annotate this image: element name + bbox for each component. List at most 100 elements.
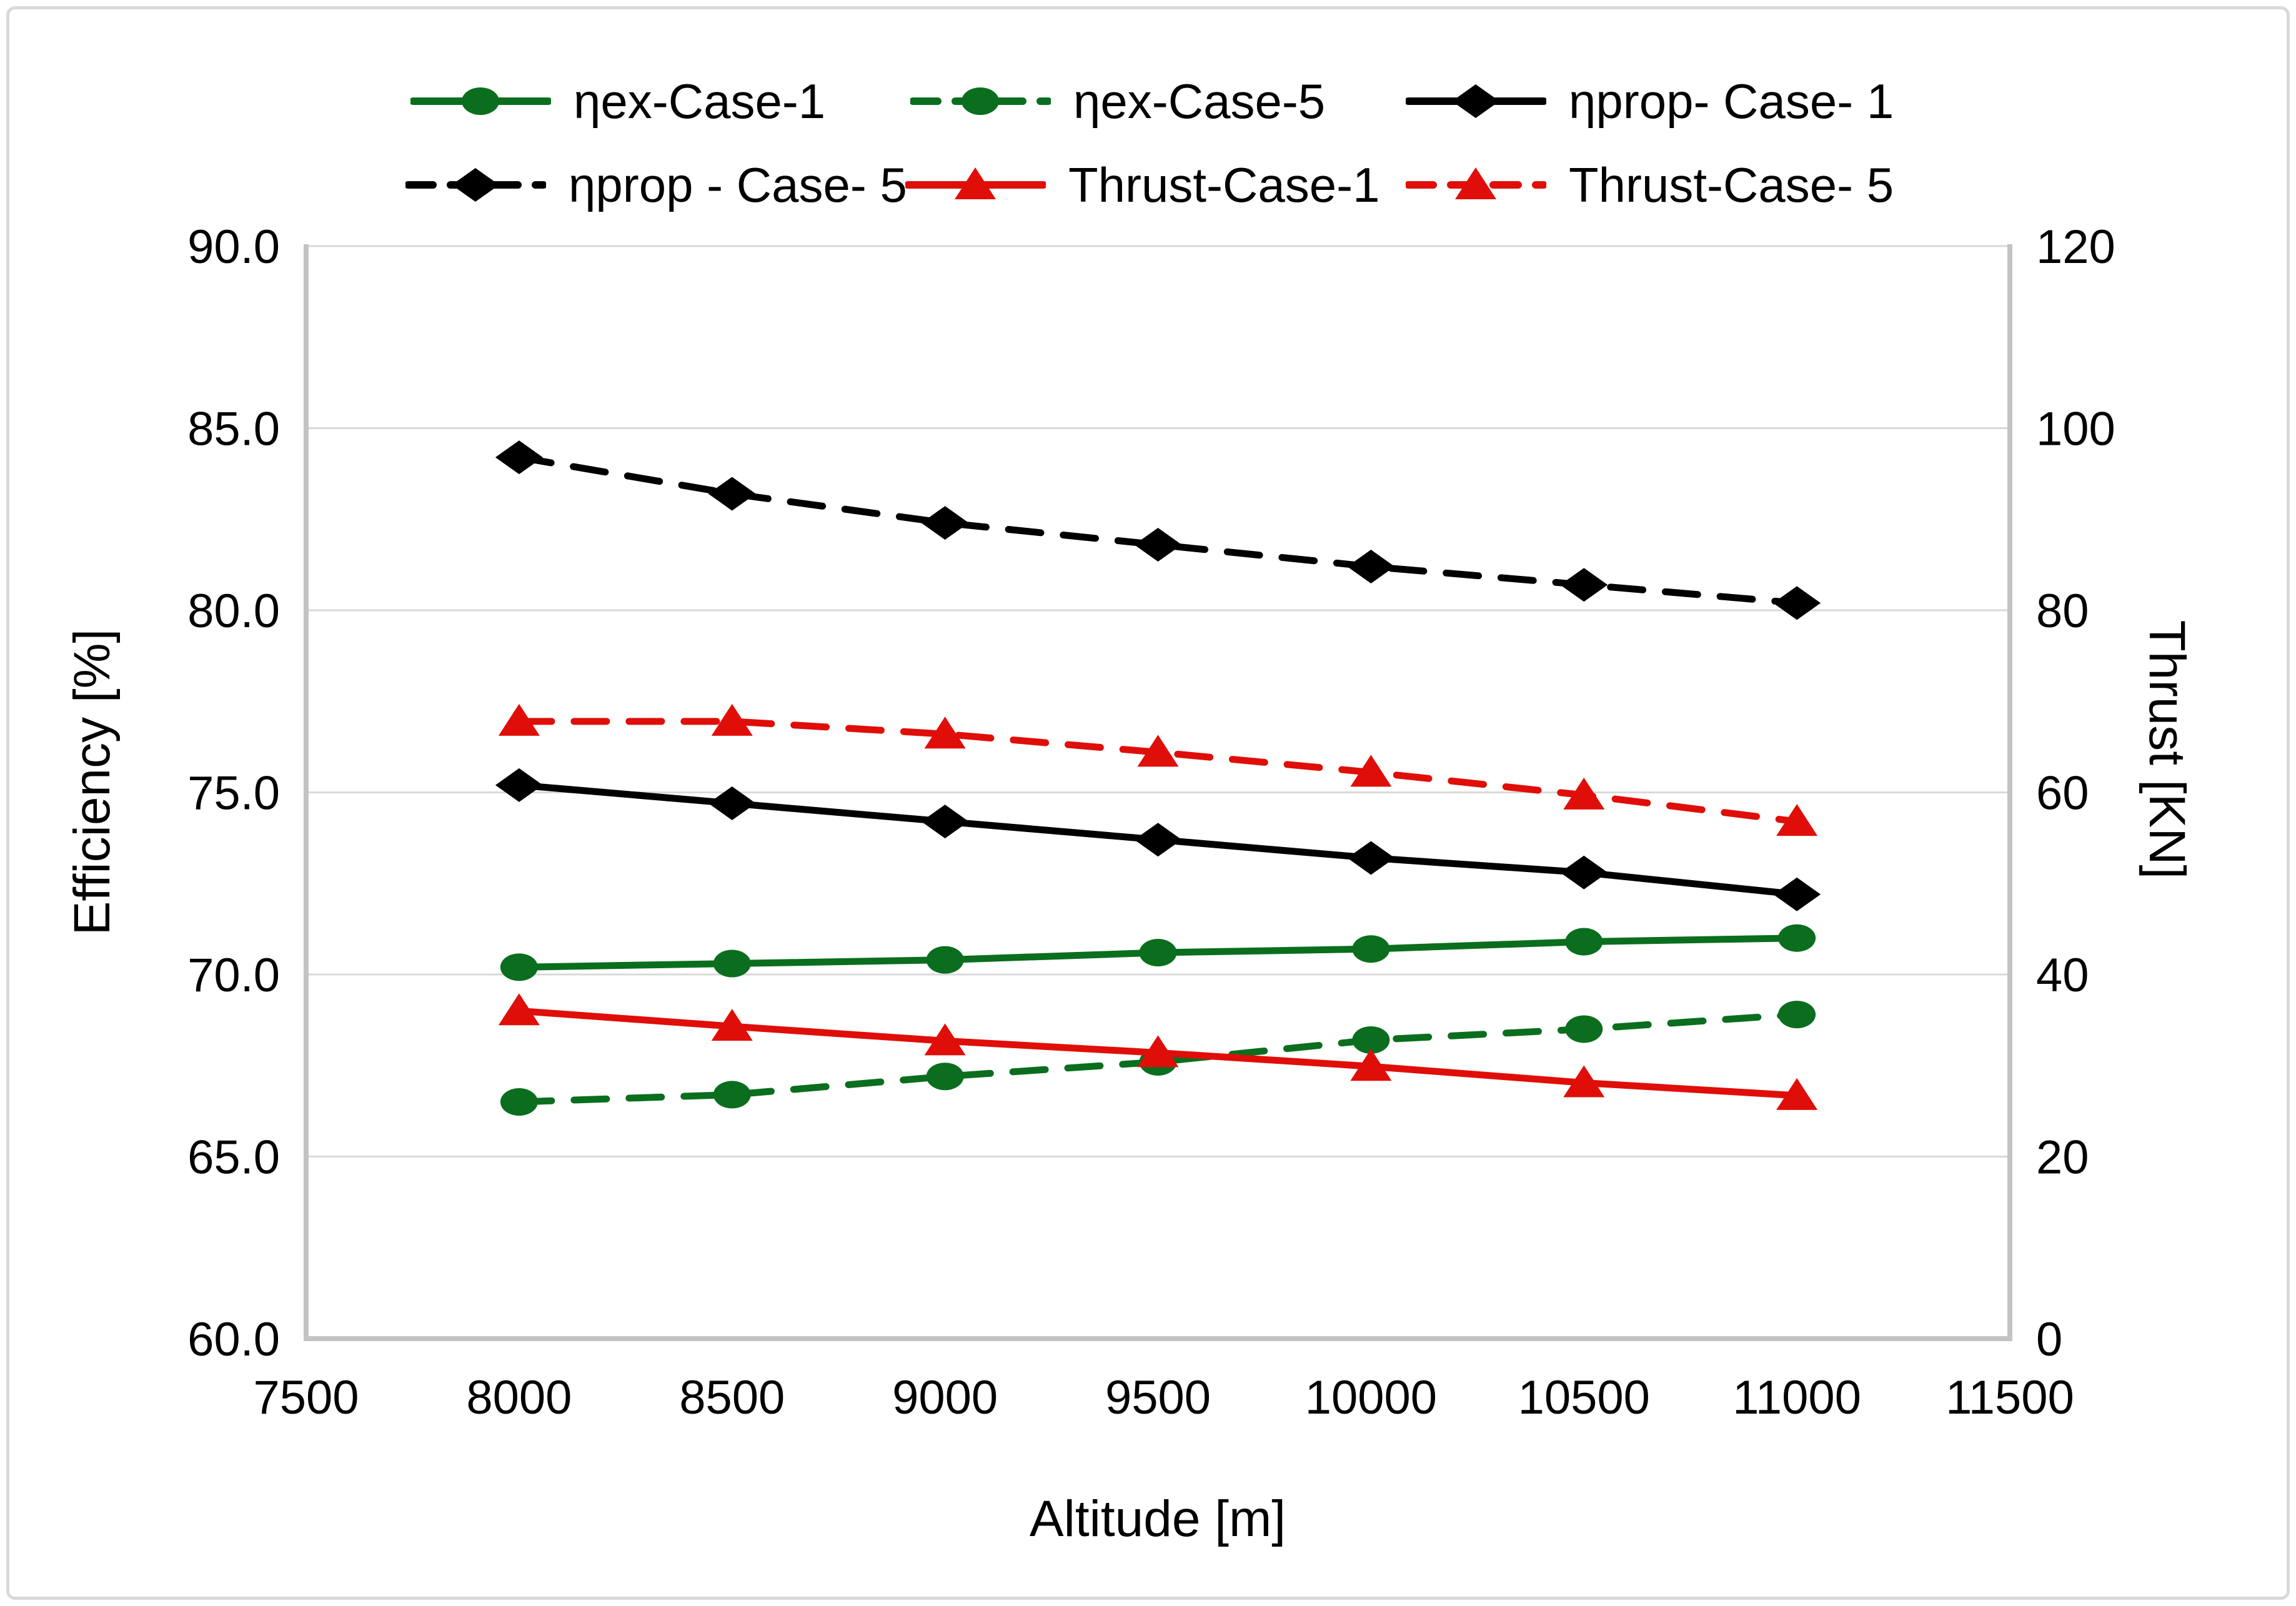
legend-key bbox=[1406, 167, 1546, 199]
circle-marker bbox=[713, 949, 751, 978]
triangle-marker bbox=[1563, 777, 1605, 810]
circle-marker bbox=[500, 953, 538, 981]
circle-marker bbox=[1352, 1026, 1390, 1054]
x-tick-label: 8500 bbox=[679, 1371, 785, 1424]
legend-label: ηprop- Case- 1 bbox=[1569, 73, 1894, 129]
diamond-marker bbox=[708, 477, 756, 511]
legend-item-1: ηex-Case-1 bbox=[410, 67, 825, 136]
circle-marker bbox=[462, 87, 499, 115]
y-left-tick-label: 65.0 bbox=[187, 1131, 280, 1184]
series-4 bbox=[495, 440, 1821, 620]
diamond-marker bbox=[1134, 823, 1182, 857]
triangle-marker bbox=[924, 716, 966, 749]
legend-key bbox=[1406, 84, 1546, 118]
circle-marker bbox=[713, 1081, 751, 1109]
triangle-marker bbox=[498, 993, 540, 1026]
y-left-tick-label: 90.0 bbox=[187, 221, 280, 274]
right-axis-title: Thrust [KN] bbox=[2139, 620, 2195, 880]
diamond-marker bbox=[452, 168, 499, 202]
x-tick-label: 9500 bbox=[1105, 1371, 1211, 1424]
diamond-marker bbox=[708, 786, 756, 820]
circle-marker bbox=[926, 1063, 964, 1091]
diamond-marker bbox=[1347, 841, 1395, 875]
legend-key bbox=[905, 167, 1046, 199]
circle-marker bbox=[1565, 1015, 1603, 1043]
diamond-marker bbox=[1347, 550, 1395, 584]
legend-item-3: ηprop- Case- 1 bbox=[1406, 67, 1894, 136]
circle-marker bbox=[962, 87, 999, 115]
axis-lines bbox=[304, 244, 2012, 1341]
legend-label: ηex-Case-5 bbox=[1073, 73, 1326, 129]
x-tick-label: 11000 bbox=[1732, 1371, 1861, 1424]
gridlines bbox=[306, 245, 2010, 1340]
triangle-marker bbox=[711, 1009, 753, 1041]
triangle-marker bbox=[955, 167, 996, 199]
y-left-tick-label: 60.0 bbox=[187, 1313, 280, 1366]
diamond-marker bbox=[921, 805, 969, 839]
y-right-tick-label: 60 bbox=[2036, 767, 2089, 820]
legend-key bbox=[410, 87, 551, 115]
x-tick-label: 11500 bbox=[1946, 1371, 2074, 1424]
diamond-marker bbox=[1773, 586, 1821, 620]
y-left-tick-label: 70.0 bbox=[187, 949, 280, 1002]
triangle-marker bbox=[1137, 735, 1179, 767]
legend-item-6: Thrust-Case- 5 bbox=[1406, 151, 1894, 219]
diamond-marker bbox=[495, 440, 543, 475]
legend-label: ηex-Case-1 bbox=[574, 73, 826, 129]
legend-label: Thrust-Case- 5 bbox=[1569, 157, 1894, 212]
bottom-axis-title: Altitude [m] bbox=[1029, 1490, 1286, 1547]
triangle-marker bbox=[1455, 167, 1496, 199]
series-6 bbox=[498, 703, 1818, 836]
y-left-tick-label: 80.0 bbox=[187, 585, 280, 638]
y-right-tick-label: 120 bbox=[2036, 221, 2115, 274]
triangle-marker bbox=[1776, 1078, 1818, 1110]
y-right-tick-label: 100 bbox=[2036, 403, 2115, 456]
legend-label: ηprop - Case- 5 bbox=[569, 157, 907, 212]
diamond-marker bbox=[1134, 528, 1182, 562]
triangle-marker bbox=[1350, 1049, 1392, 1081]
y-left-tick-label: 75.0 bbox=[187, 767, 280, 820]
diamond-marker bbox=[1560, 568, 1608, 602]
left-axis-title: Efficiency [%] bbox=[64, 628, 121, 936]
diamond-marker bbox=[1452, 84, 1499, 118]
triangle-marker bbox=[1563, 1065, 1605, 1098]
circle-marker bbox=[500, 1088, 538, 1116]
diamond-marker bbox=[1560, 855, 1608, 890]
y-left-tick-label: 85.0 bbox=[187, 403, 280, 456]
legend-key bbox=[405, 168, 546, 202]
x-tick-label: 8000 bbox=[466, 1371, 572, 1424]
series-5 bbox=[498, 993, 1818, 1110]
x-tick-label: 10500 bbox=[1518, 1371, 1650, 1424]
y-right-tick-label: 80 bbox=[2036, 585, 2089, 638]
triangle-marker bbox=[1776, 804, 1818, 836]
circle-marker bbox=[1139, 939, 1177, 967]
circle-marker bbox=[1778, 1001, 1816, 1029]
diamond-marker bbox=[1773, 877, 1821, 911]
circle-marker bbox=[1352, 935, 1390, 963]
series-3 bbox=[495, 768, 1821, 911]
triangle-marker bbox=[1350, 755, 1392, 787]
legend-item-2: ηex-Case-5 bbox=[910, 67, 1325, 136]
circle-marker bbox=[926, 946, 964, 974]
diamond-marker bbox=[495, 768, 543, 802]
y-right-tick-label: 20 bbox=[2036, 1131, 2089, 1184]
diamond-marker bbox=[921, 506, 969, 540]
triangle-marker bbox=[711, 703, 753, 736]
legend-item-4: ηprop - Case- 5 bbox=[405, 151, 907, 219]
tick-labels: 60.0 65.0 70.0 75.0 80.0 85.0 90.0 0 20 40 60 80 100… bbox=[187, 221, 2115, 1424]
triangle-marker bbox=[1137, 1035, 1179, 1068]
legend-key bbox=[910, 87, 1051, 115]
triangle-marker bbox=[498, 703, 540, 736]
circle-marker bbox=[1565, 928, 1603, 956]
x-tick-label: 7500 bbox=[253, 1371, 359, 1424]
x-tick-label: 10000 bbox=[1305, 1371, 1437, 1424]
triangle-marker bbox=[924, 1023, 966, 1056]
circle-marker bbox=[1778, 924, 1816, 952]
x-tick-label: 9000 bbox=[892, 1371, 998, 1424]
y-right-tick-label: 0 bbox=[2036, 1313, 2062, 1366]
y-right-tick-label: 40 bbox=[2036, 949, 2089, 1002]
series-1 bbox=[500, 924, 1816, 981]
legend-label: Thrust-Case-1 bbox=[1068, 157, 1380, 212]
